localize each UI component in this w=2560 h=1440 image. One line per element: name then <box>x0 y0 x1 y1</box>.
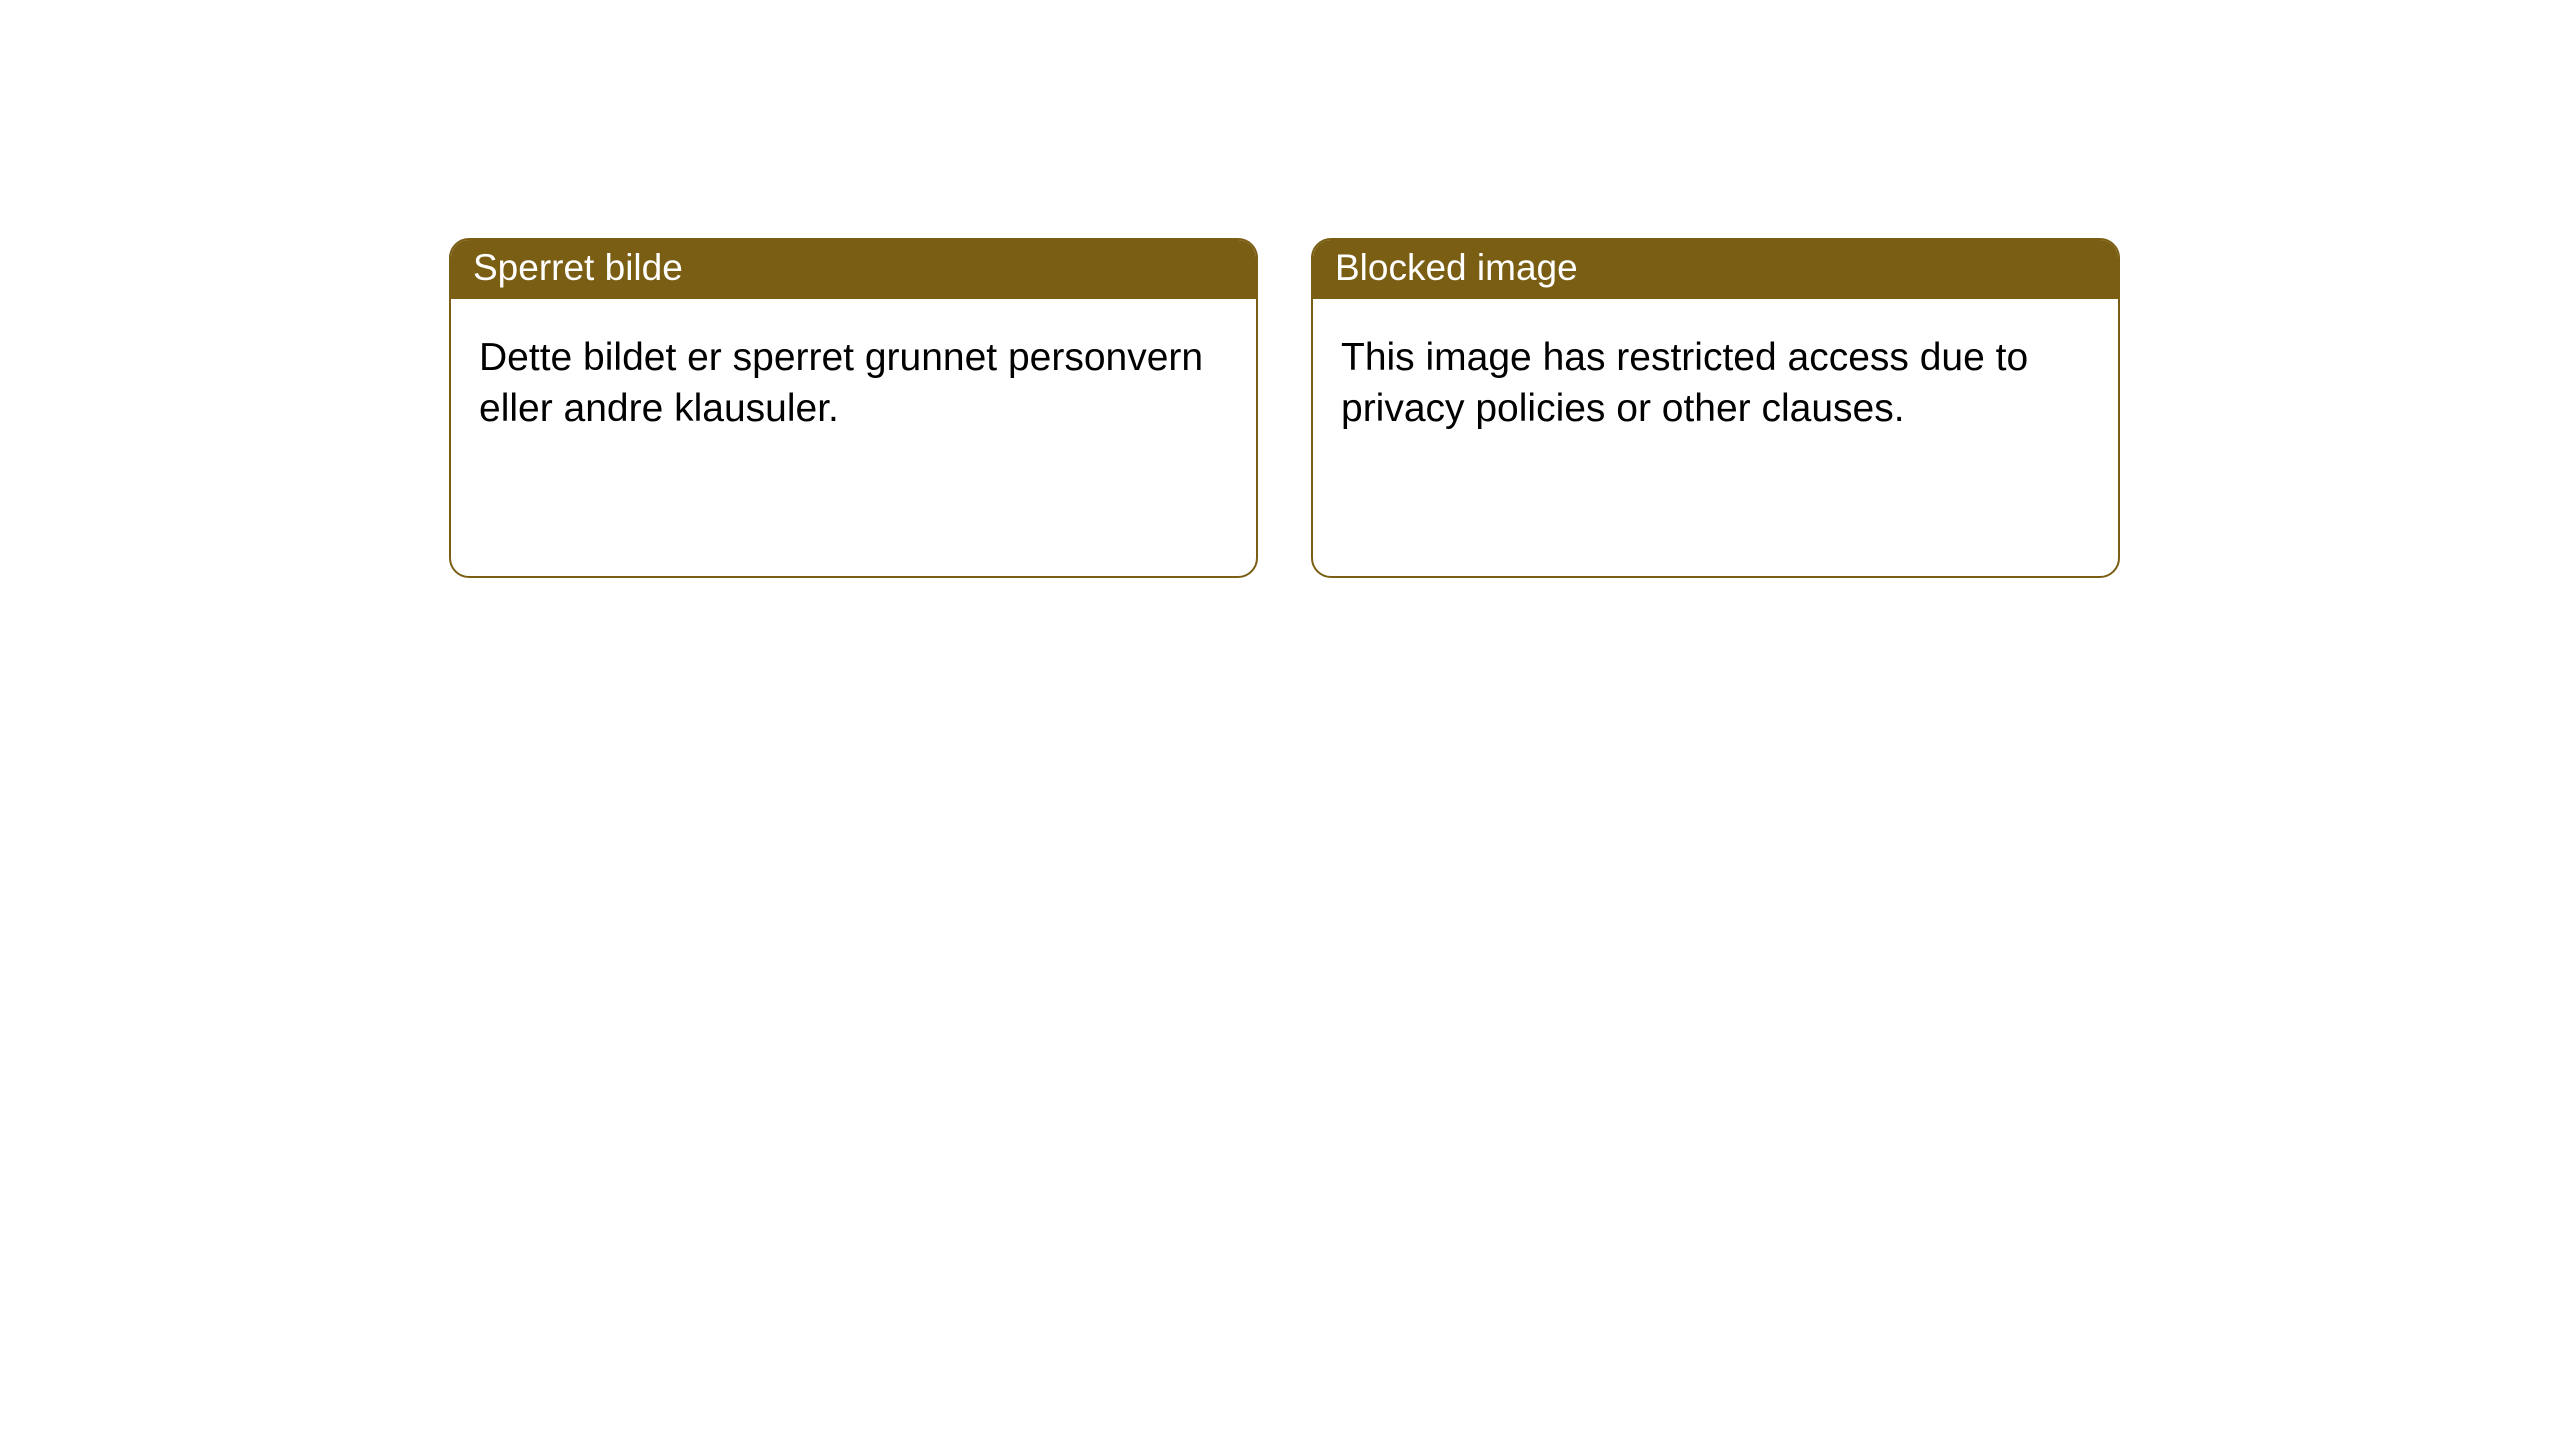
notice-header-en: Blocked image <box>1313 240 2118 299</box>
notice-body-no: Dette bildet er sperret grunnet personve… <box>451 299 1256 454</box>
notice-header-no: Sperret bilde <box>451 240 1256 299</box>
notice-container: Sperret bilde Dette bildet er sperret gr… <box>0 0 2560 578</box>
notice-card-en: Blocked image This image has restricted … <box>1311 238 2120 578</box>
notice-body-en: This image has restricted access due to … <box>1313 299 2118 454</box>
notice-card-no: Sperret bilde Dette bildet er sperret gr… <box>449 238 1258 578</box>
